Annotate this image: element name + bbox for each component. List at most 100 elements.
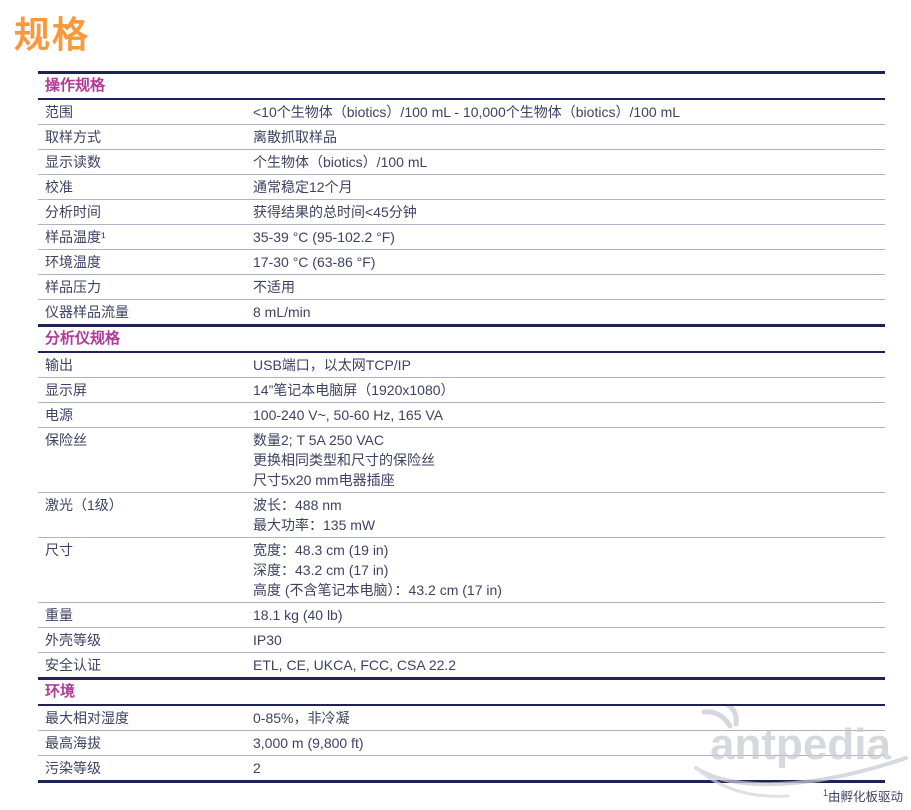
value-line: 8 mL/min xyxy=(253,304,311,320)
section-header: 分析仪规格 xyxy=(38,324,885,353)
row-value: 通常稳定12个月 xyxy=(253,177,885,197)
row-label: 最高海拔 xyxy=(45,735,101,751)
row-label: 取样方式 xyxy=(45,129,101,145)
row-value: ETL, CE, UKCA, FCC, CSA 22.2 xyxy=(253,655,885,675)
spec-table: 操作规格 范围 <10个生物体（biotics）/100 mL - 10,000… xyxy=(38,71,885,783)
row-label: 安全认证 xyxy=(45,657,101,673)
value-line: <10个生物体（biotics）/100 mL - 10,000个生物体（bio… xyxy=(253,104,681,120)
table-row: 最大相对湿度 0-85%，非冷凝 xyxy=(38,706,885,731)
table-row: 输出 USB端口，以太网TCP/IP xyxy=(38,353,885,378)
value-line: IP30 xyxy=(253,632,282,648)
value-line: 17-30 °C (63-86 °F) xyxy=(253,254,376,270)
value-line: 获得结果的总时间<45分钟 xyxy=(253,204,417,220)
value-line: 0-85%，非冷凝 xyxy=(253,710,350,726)
table-row: 分析时间 获得结果的总时间<45分钟 xyxy=(38,200,885,225)
section-title: 操作规格 xyxy=(45,77,106,94)
value-line: 14”笔记本电脑屏（1920x1080） xyxy=(253,382,455,398)
table-row: 样品压力 不适用 xyxy=(38,275,885,300)
row-value: 获得结果的总时间<45分钟 xyxy=(253,202,885,222)
row-value: <10个生物体（biotics）/100 mL - 10,000个生物体（bio… xyxy=(253,102,885,122)
value-line: 数量2; T 5A 250 VAC xyxy=(253,432,384,448)
row-label: 污染等级 xyxy=(45,760,101,776)
table-row: 重量 18.1 kg (40 lb) xyxy=(38,603,885,628)
row-value: 2 xyxy=(253,758,885,778)
row-value: 3,000 m (9,800 ft) xyxy=(253,733,885,753)
value-line: 个生物体（biotics）/100 mL xyxy=(253,154,428,170)
row-value: 8 mL/min xyxy=(253,302,885,322)
footnote: 1由孵化板驱动 xyxy=(823,786,903,805)
spec-section: 环境 最大相对湿度 0-85%，非冷凝 最高海拔 3,000 m (9,800 … xyxy=(38,677,885,783)
row-value: 波长：488 nm 最大功率：135 mW xyxy=(253,495,885,535)
section-body: 输出 USB端口，以太网TCP/IP 显示屏 14”笔记本电脑屏（1920x10… xyxy=(38,353,885,677)
value-line: 35-39 °C (95-102.2 °F) xyxy=(253,229,395,245)
row-label: 范围 xyxy=(45,104,73,120)
table-row: 显示读数 个生物体（biotics）/100 mL xyxy=(38,150,885,175)
row-label: 分析时间 xyxy=(45,204,101,220)
row-value: 个生物体（biotics）/100 mL xyxy=(253,152,885,172)
row-label: 尺寸 xyxy=(45,542,73,558)
row-value: 17-30 °C (63-86 °F) xyxy=(253,252,885,272)
value-line: 100-240 V~, 50-60 Hz, 165 VA xyxy=(253,407,444,423)
value-line: 波长：488 nm xyxy=(253,497,342,513)
table-row: 尺寸 宽度：48.3 cm (19 in) 深度：43.2 cm (17 in) 高… xyxy=(38,538,885,603)
section-header: 操作规格 xyxy=(38,71,885,100)
row-label: 重量 xyxy=(45,607,73,623)
spec-section: 分析仪规格 输出 USB端口，以太网TCP/IP 显示屏 14”笔记本电脑屏（1… xyxy=(38,324,885,677)
row-label: 外壳等级 xyxy=(45,632,101,648)
row-label: 校准 xyxy=(45,179,73,195)
row-value: 宽度：48.3 cm (19 in) 深度：43.2 cm (17 in) 高度 (… xyxy=(253,540,885,600)
page-title: 规格 xyxy=(14,14,91,55)
footnote-text: 由孵化板驱动 xyxy=(827,790,903,804)
table-row: 样品温度¹ 35-39 °C (95-102.2 °F) xyxy=(38,225,885,250)
row-label: 最大相对湿度 xyxy=(45,710,129,726)
row-value: 100-240 V~, 50-60 Hz, 165 VA xyxy=(253,405,885,425)
row-label: 环境温度 xyxy=(45,254,101,270)
row-value: 0-85%，非冷凝 xyxy=(253,708,885,728)
table-row: 范围 <10个生物体（biotics）/100 mL - 10,000个生物体（… xyxy=(38,100,885,125)
row-value: 数量2; T 5A 250 VAC 更换相同类型和尺寸的保险丝 尺寸5x20 mm电… xyxy=(253,430,885,490)
row-value: IP30 xyxy=(253,630,885,650)
section-title: 环境 xyxy=(45,683,76,700)
section-body: 最大相对湿度 0-85%，非冷凝 最高海拔 3,000 m (9,800 ft)… xyxy=(38,706,885,780)
value-line: 离散抓取样品 xyxy=(253,129,337,145)
table-row: 仪器样品流量 8 mL/min xyxy=(38,300,885,324)
section-title: 分析仪规格 xyxy=(45,330,121,347)
value-line: 高度 (不含笔记本电脑）：43.2 cm (17 in) xyxy=(253,582,502,598)
row-label: 样品压力 xyxy=(45,279,101,295)
value-line: 3,000 m (9,800 ft) xyxy=(253,735,364,751)
table-row: 取样方式 离散抓取样品 xyxy=(38,125,885,150)
spec-section: 操作规格 范围 <10个生物体（biotics）/100 mL - 10,000… xyxy=(38,71,885,324)
row-value: 离散抓取样品 xyxy=(253,127,885,147)
value-line: USB端口，以太网TCP/IP xyxy=(253,357,411,373)
table-row: 外壳等级 IP30 xyxy=(38,628,885,653)
row-value: 18.1 kg (40 lb) xyxy=(253,605,885,625)
row-label: 电源 xyxy=(45,407,73,423)
table-row: 电源 100-240 V~, 50-60 Hz, 165 VA xyxy=(38,403,885,428)
row-value: 35-39 °C (95-102.2 °F) xyxy=(253,227,885,247)
row-label: 显示屏 xyxy=(45,382,87,398)
row-label: 保险丝 xyxy=(45,432,87,448)
row-value: 14”笔记本电脑屏（1920x1080） xyxy=(253,380,885,400)
row-label: 输出 xyxy=(45,357,73,373)
value-line: 尺寸5x20 mm电器插座 xyxy=(253,472,395,488)
row-value: USB端口，以太网TCP/IP xyxy=(253,355,885,375)
table-row: 环境温度 17-30 °C (63-86 °F) xyxy=(38,250,885,275)
row-label: 激光（1级） xyxy=(45,497,123,513)
section-body: 范围 <10个生物体（biotics）/100 mL - 10,000个生物体（… xyxy=(38,100,885,324)
table-row: 安全认证 ETL, CE, UKCA, FCC, CSA 22.2 xyxy=(38,653,885,677)
row-label: 仪器样品流量 xyxy=(45,304,129,320)
value-line: 18.1 kg (40 lb) xyxy=(253,607,343,623)
value-line: 不适用 xyxy=(253,279,295,295)
table-row: 显示屏 14”笔记本电脑屏（1920x1080） xyxy=(38,378,885,403)
footnote-marker: 1 xyxy=(822,787,828,798)
value-line: 2 xyxy=(253,760,261,776)
table-row: 校准 通常稳定12个月 xyxy=(38,175,885,200)
row-label: 样品温度¹ xyxy=(45,229,106,245)
value-line: ETL, CE, UKCA, FCC, CSA 22.2 xyxy=(253,657,457,673)
value-line: 宽度：48.3 cm (19 in) xyxy=(253,542,389,558)
value-line: 最大功率：135 mW xyxy=(253,517,376,533)
table-row: 最高海拔 3,000 m (9,800 ft) xyxy=(38,731,885,756)
table-row: 保险丝 数量2; T 5A 250 VAC 更换相同类型和尺寸的保险丝 尺寸5x20… xyxy=(38,428,885,493)
table-row: 激光（1级） 波长：488 nm 最大功率：135 mW xyxy=(38,493,885,538)
